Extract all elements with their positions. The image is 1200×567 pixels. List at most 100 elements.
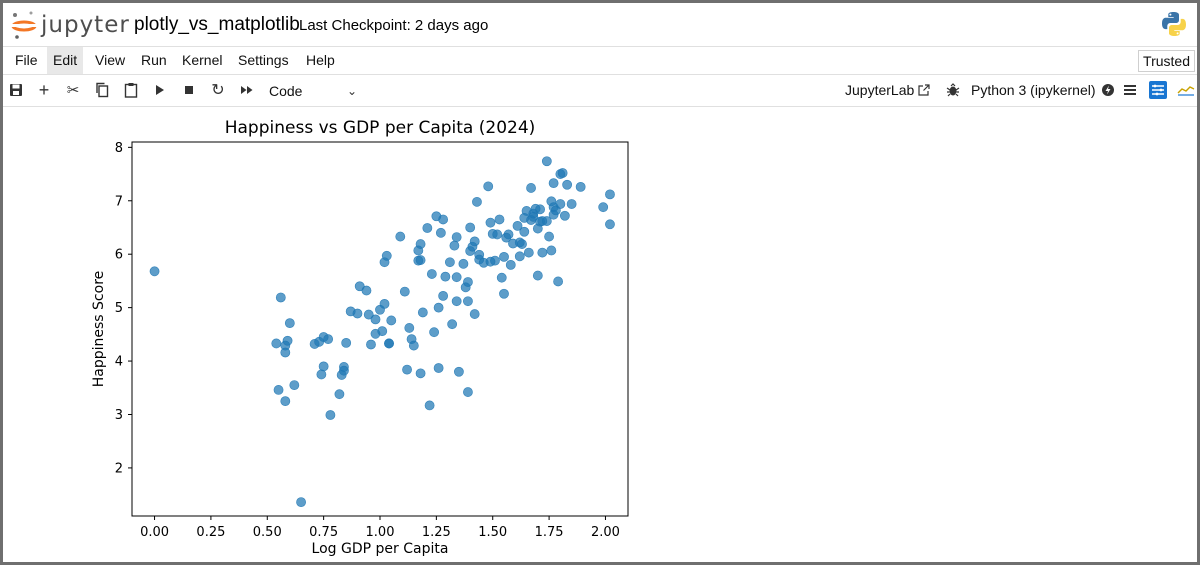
scatter-point [526, 183, 536, 193]
scatter-point [492, 229, 503, 240]
scatter-point [289, 380, 300, 390]
y-tick-label: 4 [115, 355, 123, 370]
scatter-point [505, 259, 516, 270]
menu-file[interactable]: File [15, 52, 38, 68]
chart-title: Happiness vs GDP per Capita (2024) [225, 118, 536, 138]
paste-icon[interactable] [121, 80, 141, 100]
scatter-point [474, 249, 485, 260]
checkpoint-status: Last Checkpoint: 2 days ago [299, 17, 489, 34]
property-inspector-icon[interactable] [1148, 80, 1168, 100]
save-icon[interactable] [6, 80, 26, 100]
menu-help[interactable]: Help [306, 52, 335, 68]
menu-settings[interactable]: Settings [238, 52, 289, 68]
restart-run-all-icon[interactable] [237, 80, 257, 100]
scatter-point [469, 236, 480, 247]
scatter-point [517, 239, 527, 249]
scatter-point [555, 199, 566, 209]
scatter-point [512, 220, 523, 231]
scatter-point [341, 337, 352, 348]
kernel-name[interactable]: Python 3 (ipykernel) [971, 82, 1096, 98]
scatter-point [284, 318, 295, 329]
menu-run[interactable]: Run [141, 52, 167, 68]
scatter-point [352, 308, 363, 319]
scatter-point [379, 298, 390, 309]
scatter-point [485, 217, 496, 228]
run-cell-icon[interactable] [150, 80, 170, 100]
scatter-point [566, 199, 577, 209]
scatter-point [469, 309, 480, 319]
scatter-point [426, 269, 437, 279]
scatter-point [514, 251, 525, 262]
scatter-point [499, 288, 509, 299]
scatter-point [323, 334, 334, 345]
scatter-point [541, 216, 552, 226]
scatter-point [149, 266, 160, 277]
scatter-point [454, 366, 464, 377]
scatter-point [562, 179, 573, 190]
copy-icon[interactable] [92, 80, 112, 100]
scatter-point [296, 497, 306, 508]
trusted-indicator[interactable]: Trusted [1138, 50, 1195, 72]
scatter-point [273, 385, 284, 395]
scatter-point [503, 229, 514, 240]
jupyterlab-label: JupyterLab [845, 82, 915, 98]
scatter-point [463, 277, 473, 287]
x-tick-label: 0.50 [253, 525, 282, 540]
scatter-point [483, 181, 494, 192]
x-axis-label: Log GDP per Capita [312, 541, 449, 557]
scatter-point [334, 389, 345, 400]
scatter-point [280, 396, 291, 407]
python-logo-icon [1161, 11, 1187, 42]
menu-edit[interactable]: Edit [47, 47, 84, 74]
scatter-point [447, 319, 458, 330]
scatter-point [280, 347, 291, 358]
scatter-point [523, 247, 534, 258]
y-tick-label: 5 [115, 301, 123, 316]
scatter-point [318, 361, 329, 372]
open-jupyterlab-link[interactable]: JupyterLab [845, 82, 930, 98]
notebook-toolbar: + ✂ ↻ Code ⌄ JupyterLab Python 3 (ipyker… [3, 75, 1197, 107]
chevron-down-icon: ⌄ [346, 84, 357, 98]
add-cell-icon[interactable]: + [38, 79, 50, 100]
scatter-point [433, 363, 444, 373]
scatter-point [424, 400, 435, 411]
scatter-point [598, 202, 609, 213]
y-tick-label: 7 [115, 194, 123, 209]
notebook-title[interactable]: plotly_vs_matplotlib [134, 14, 300, 35]
scatter-point [402, 364, 412, 375]
menu-kernel[interactable]: Kernel [182, 52, 223, 68]
restart-kernel-icon[interactable]: ↻ [211, 82, 225, 99]
scatter-point [449, 240, 460, 251]
scatter-chart: Happiness vs GDP per Capita (2024) 0.00 0… [91, 118, 629, 557]
x-tick-label: 1.25 [422, 525, 451, 540]
scatter-point [417, 307, 428, 318]
scatter-point [463, 387, 473, 397]
scatter-point [444, 257, 455, 268]
kernel-status-icon [1098, 80, 1118, 100]
stop-kernel-icon[interactable] [179, 80, 199, 100]
scatter-point [438, 214, 449, 225]
x-tick-label: 0.00 [140, 525, 169, 540]
cell-type-select[interactable]: Code ⌄ [269, 80, 359, 102]
scatter-point [575, 181, 586, 192]
scatter-point [494, 214, 505, 225]
y-tick-label: 8 [115, 141, 123, 156]
x-tick-label: 1.00 [366, 525, 395, 540]
scatter-point [605, 189, 615, 200]
scatter-point [499, 251, 509, 262]
activity-graph-icon[interactable] [1176, 80, 1196, 100]
scatter-point [537, 247, 548, 258]
scatter-point [465, 222, 476, 233]
scatter-point [440, 271, 451, 282]
menu-lines-icon[interactable] [1120, 80, 1140, 100]
scatter-point [438, 290, 449, 301]
debugger-bug-icon[interactable] [943, 80, 963, 100]
scatter-point [399, 286, 410, 297]
scatter-point [519, 226, 530, 237]
scatter-point [415, 368, 426, 379]
jupyter-logo[interactable]: jupyter [11, 9, 130, 41]
scatter-point [370, 314, 381, 325]
scatter-point [535, 204, 545, 215]
cut-icon[interactable]: ✂ [66, 82, 80, 99]
menu-view[interactable]: View [95, 52, 126, 68]
